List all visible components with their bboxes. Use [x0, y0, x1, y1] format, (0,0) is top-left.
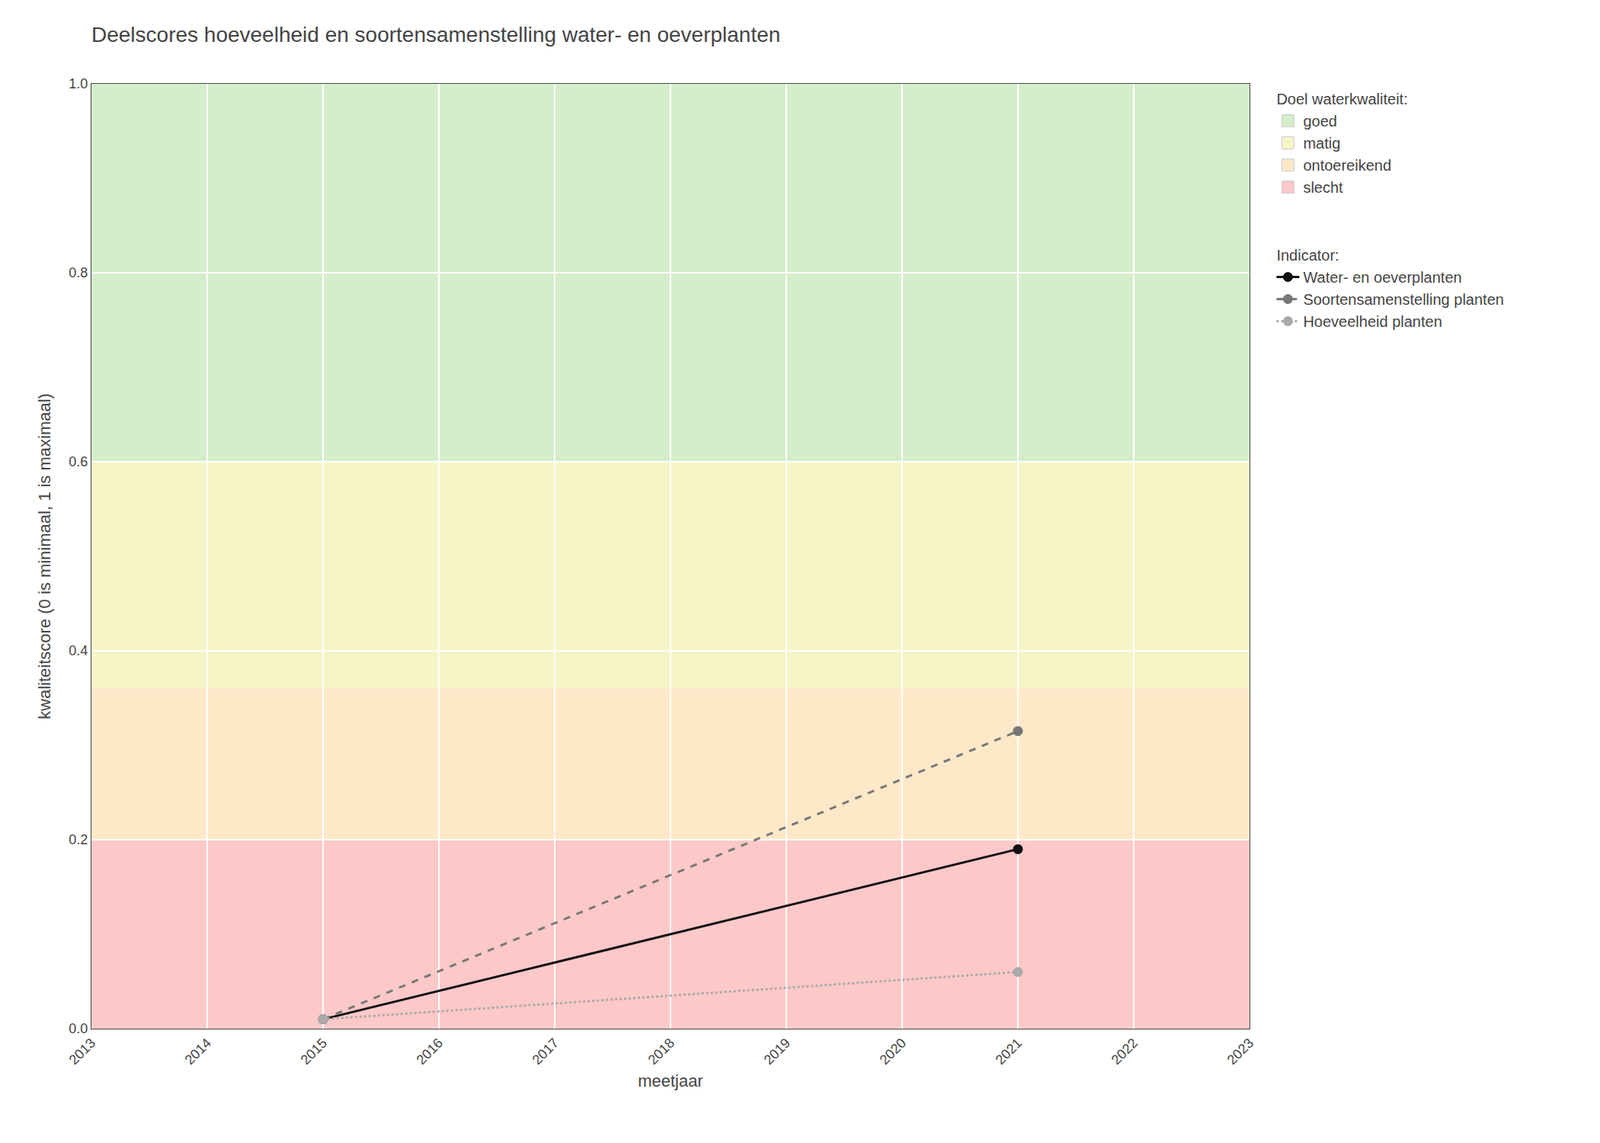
svg-text:kwaliteitscore (0 is minimaal,: kwaliteitscore (0 is minimaal, 1 is maxi…	[35, 393, 55, 720]
svg-text:2014: 2014	[182, 1035, 215, 1068]
svg-text:Water- en oeverplanten: Water- en oeverplanten	[1302, 268, 1462, 286]
svg-text:2018: 2018	[645, 1035, 678, 1068]
svg-text:2013: 2013	[66, 1035, 99, 1068]
svg-text:meetjaar: meetjaar	[637, 1071, 704, 1091]
svg-text:ontoereikend: ontoereikend	[1302, 156, 1392, 174]
svg-text:2020: 2020	[876, 1035, 909, 1068]
svg-text:0.4: 0.4	[68, 643, 88, 659]
svg-text:Soortensamenstelling planten: Soortensamenstelling planten	[1302, 291, 1504, 308]
svg-text:2022: 2022	[1108, 1035, 1141, 1068]
svg-text:2019: 2019	[761, 1035, 794, 1068]
svg-text:Deelscores hoeveelheid en soor: Deelscores hoeveelheid en soortensamenst…	[91, 22, 781, 47]
svg-text:2016: 2016	[413, 1035, 446, 1068]
svg-text:0.6: 0.6	[68, 454, 88, 470]
svg-text:0.0: 0.0	[68, 1020, 88, 1037]
svg-text:0.2: 0.2	[68, 832, 88, 848]
svg-text:2023: 2023	[1224, 1035, 1257, 1068]
svg-text:2021: 2021	[992, 1035, 1025, 1068]
svg-text:slecht: slecht	[1302, 179, 1344, 196]
svg-text:Indicator:: Indicator:	[1276, 246, 1339, 264]
svg-text:2015: 2015	[297, 1035, 330, 1068]
svg-text:1.0: 1.0	[68, 76, 88, 92]
svg-text:2017: 2017	[529, 1035, 562, 1068]
svg-text:Doel waterkwaliteit:: Doel waterkwaliteit:	[1276, 90, 1408, 108]
svg-text:Hoeveelheid planten: Hoeveelheid planten	[1302, 313, 1442, 330]
svg-text:0.8: 0.8	[68, 265, 88, 281]
svg-text:matig: matig	[1302, 134, 1341, 152]
svg-text:goed: goed	[1302, 112, 1338, 130]
